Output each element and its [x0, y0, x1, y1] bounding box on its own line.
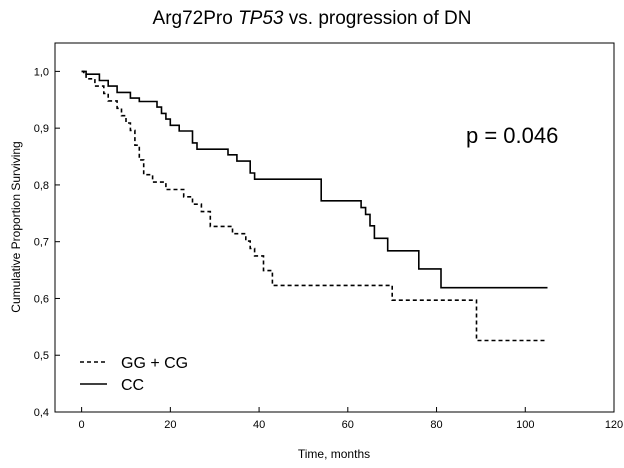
y-axis-title: Cumulative Proportion Surviving	[9, 141, 23, 312]
chart-title: Arg72Pro TP53 vs. progression of DN	[153, 8, 472, 29]
x-tick-label: 20	[164, 419, 176, 431]
x-tick-label: 100	[516, 419, 534, 431]
x-tick-label: 0	[79, 419, 85, 431]
x-tick-label: 60	[342, 419, 354, 431]
chart-title-suffix: vs. progression of DN	[284, 8, 472, 29]
chart-title-prefix: Arg72Pro	[153, 8, 239, 29]
y-tick-label: 1,0	[34, 66, 49, 78]
x-tick-label: 120	[605, 419, 623, 431]
legend: GG + CG CC	[80, 355, 188, 394]
y-tick-label: 0,9	[34, 123, 49, 135]
series-line-cc	[81, 70, 548, 289]
series-line-gg-cg	[81, 70, 548, 342]
y-tick-label: 0,8	[34, 180, 49, 192]
legend-label-cc: CC	[121, 377, 144, 394]
x-axis-title: Time, months	[298, 447, 370, 461]
x-tick-label: 40	[253, 419, 265, 431]
x-tick-label: 80	[430, 419, 442, 431]
legend-label-gg-cg: GG + CG	[121, 355, 188, 372]
y-tick-label: 0,6	[34, 293, 49, 305]
y-tick-label: 0,5	[34, 350, 49, 362]
y-tick-label: 0,7	[34, 237, 49, 249]
plot-frame	[54, 42, 615, 413]
series-layer	[81, 70, 548, 342]
y-axis: 0,4 0,5 0,6 0,7 0,8 0,9 1,0	[34, 66, 60, 419]
chart-title-gene: TP53	[238, 8, 284, 29]
y-tick-label: 0,4	[34, 407, 49, 419]
p-value-annotation: p = 0.046	[466, 123, 558, 148]
x-axis: 0 20 40 60 80 100 120	[79, 407, 623, 431]
